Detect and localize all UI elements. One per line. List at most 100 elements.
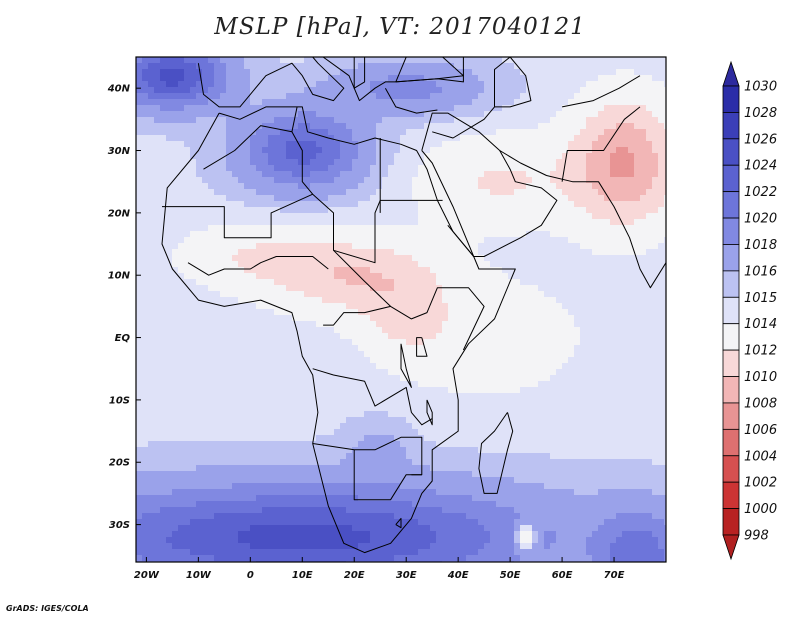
field-cell: [466, 255, 473, 262]
field-cell: [316, 201, 323, 208]
field-cell: [280, 291, 287, 298]
field-cell: [328, 249, 335, 256]
field-cell: [196, 351, 203, 358]
field-cell: [640, 315, 647, 322]
field-cell: [376, 369, 383, 376]
field-cell: [406, 153, 413, 160]
field-cell: [382, 357, 389, 364]
field-cell: [622, 189, 629, 196]
field-cell: [640, 303, 647, 310]
field-cell: [310, 117, 317, 124]
field-cell: [514, 153, 521, 160]
field-cell: [202, 201, 209, 208]
field-cell: [376, 153, 383, 160]
field-cell: [154, 369, 161, 376]
field-cell: [412, 273, 419, 280]
field-cell: [556, 159, 563, 166]
field-cell: [286, 105, 293, 112]
field-cell: [646, 267, 653, 274]
field-cell: [598, 111, 605, 118]
field-cell: [172, 189, 179, 196]
field-cell: [364, 183, 371, 190]
field-cell: [316, 285, 323, 292]
field-cell: [214, 93, 221, 100]
field-cell: [334, 243, 341, 250]
field-cell: [286, 291, 293, 298]
field-cell: [346, 189, 353, 196]
field-cell: [214, 69, 221, 76]
field-cell: [184, 255, 191, 262]
field-cell: [586, 207, 593, 214]
field-cell: [232, 93, 239, 100]
field-cell: [142, 285, 149, 292]
field-cell: [178, 393, 185, 400]
field-cell: [652, 351, 659, 358]
field-cell: [424, 123, 431, 130]
field-cell: [406, 213, 413, 220]
field-cell: [394, 321, 401, 328]
field-cell: [340, 243, 347, 250]
field-cell: [322, 225, 329, 232]
field-cell: [328, 147, 335, 154]
field-cell: [346, 285, 353, 292]
field-cell: [652, 69, 659, 76]
field-cell: [430, 189, 437, 196]
field-cell: [664, 369, 666, 376]
field-cell: [310, 285, 317, 292]
field-cell: [466, 177, 473, 184]
field-cell: [634, 165, 641, 172]
field-cell: [328, 117, 335, 124]
field-cell: [556, 225, 563, 232]
field-cell: [508, 225, 515, 232]
field-cell: [334, 201, 341, 208]
field-cell: [586, 123, 593, 130]
field-cell: [604, 351, 611, 358]
field-cell: [256, 267, 263, 274]
field-cell: [466, 201, 473, 208]
field-cell: [256, 213, 263, 220]
field-cell: [280, 141, 287, 148]
field-cell: [232, 189, 239, 196]
field-cell: [334, 225, 341, 232]
field-cell: [346, 141, 353, 148]
field-cell: [598, 105, 605, 112]
field-cell: [460, 321, 467, 328]
field-cell: [478, 291, 485, 298]
field-cell: [142, 213, 149, 220]
field-cell: [436, 255, 443, 262]
field-cell: [196, 363, 203, 370]
field-cell: [202, 255, 209, 262]
field-cell: [298, 93, 305, 100]
field-cell: [586, 351, 593, 358]
field-cell: [208, 69, 215, 76]
field-cell: [502, 141, 509, 148]
field-cell: [472, 105, 479, 112]
field-cell: [586, 321, 593, 328]
field-cell: [292, 327, 299, 334]
field-cell: [400, 57, 407, 64]
field-cell: [628, 123, 635, 130]
field-cell: [412, 81, 419, 88]
field-cell: [532, 381, 539, 388]
field-cell: [610, 93, 617, 100]
field-cell: [196, 267, 203, 274]
field-cell: [610, 129, 617, 136]
field-cell: [502, 381, 509, 388]
field-cell: [280, 153, 287, 160]
field-cell: [184, 219, 191, 226]
field-cell: [220, 105, 227, 112]
field-cell: [544, 333, 551, 340]
field-cell: [544, 369, 551, 376]
field-cell: [508, 285, 515, 292]
field-cell: [514, 315, 521, 322]
field-cell: [430, 75, 437, 82]
field-cell: [616, 57, 623, 64]
field-cell: [544, 135, 551, 142]
field-cell: [226, 159, 233, 166]
field-cell: [568, 357, 575, 364]
field-cell: [232, 369, 239, 376]
field-cell: [208, 135, 215, 142]
field-cell: [550, 267, 557, 274]
field-cell: [508, 213, 515, 220]
field-cell: [166, 57, 173, 64]
